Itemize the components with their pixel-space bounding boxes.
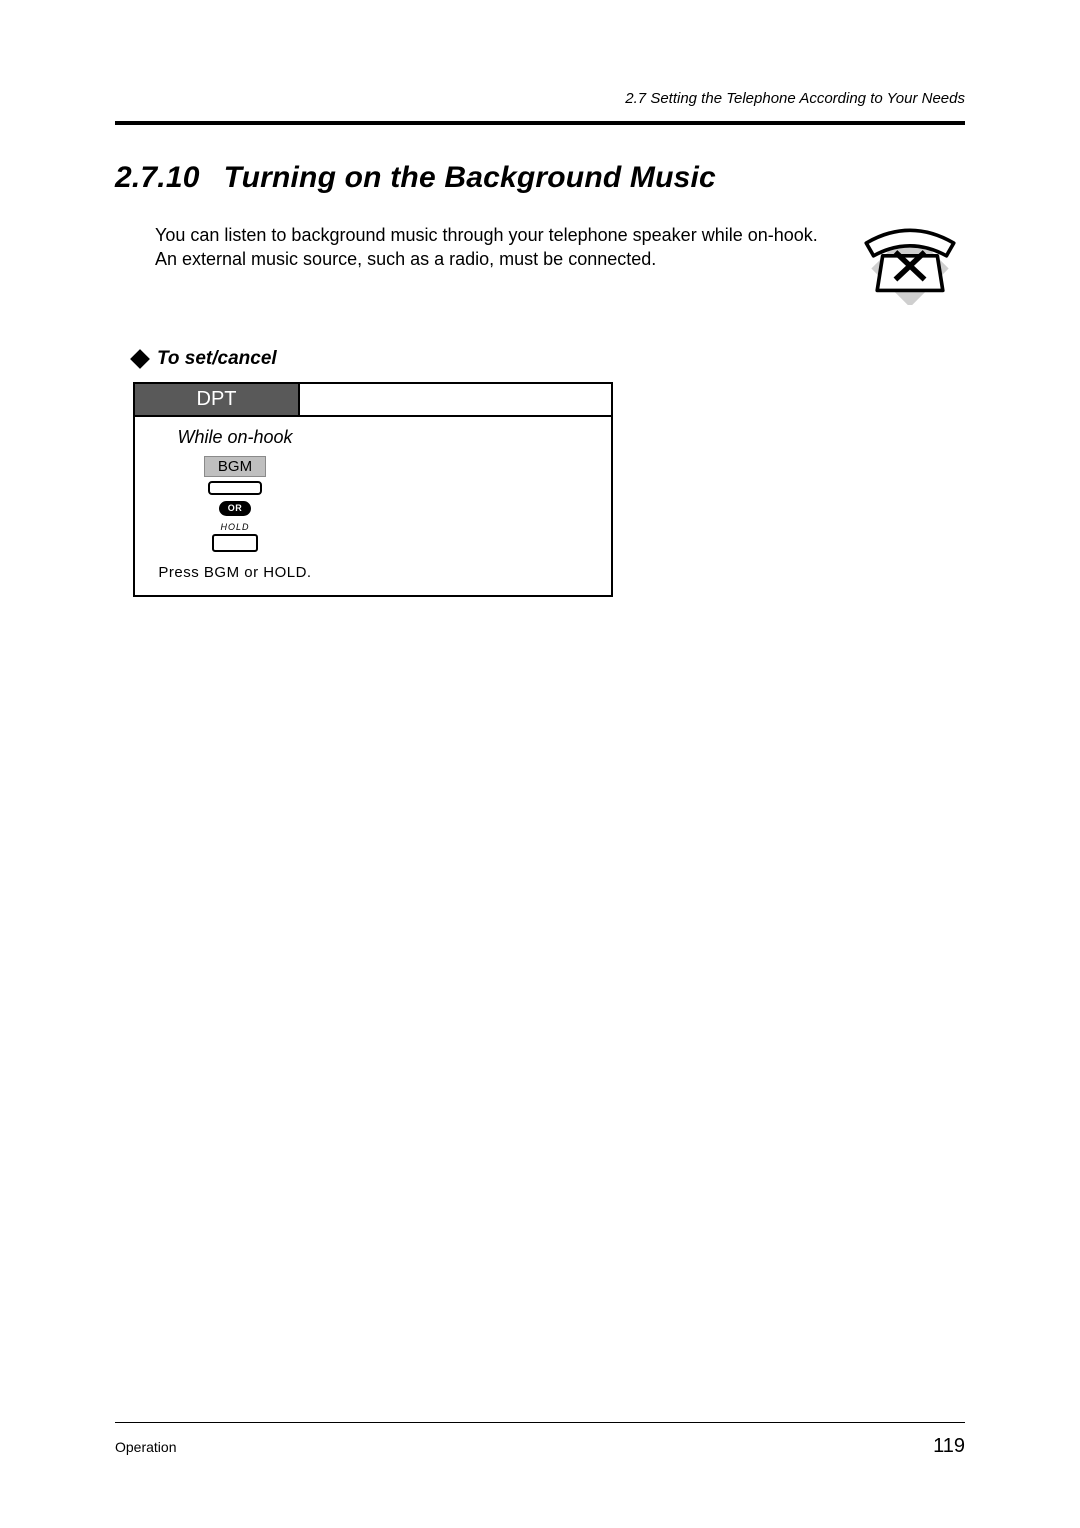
footer-section-label: Operation	[115, 1439, 176, 1455]
tab-spacer	[300, 384, 611, 417]
hold-key-label: HOLD	[151, 522, 319, 532]
diamond-bullet-icon	[130, 349, 150, 369]
section-title: Turning on the Background Music	[224, 161, 716, 194]
intro-row: You can listen to background music throu…	[115, 223, 965, 310]
phone-type-tab: DPT	[135, 384, 300, 417]
condition-label: While on-hook	[151, 427, 319, 448]
running-header: 2.7 Setting the Telephone According to Y…	[115, 90, 965, 121]
procedure-body: While on-hook BGM OR HOLD Press BGM or H…	[135, 417, 335, 595]
bgm-key-label: BGM	[204, 456, 266, 477]
intro-text: You can listen to background music throu…	[155, 223, 827, 272]
section-number: 2.7.10	[115, 161, 200, 194]
manual-page: 2.7 Setting the Telephone According to Y…	[0, 0, 1080, 1528]
page-number: 119	[933, 1435, 965, 1458]
telephone-cancel-icon	[855, 223, 965, 310]
section-heading: 2.7.10 Turning on the Background Music	[115, 161, 965, 195]
tab-row: DPT	[135, 384, 611, 417]
subheading-label: To set/cancel	[157, 348, 277, 370]
procedure-subheading: To set/cancel	[115, 348, 965, 370]
hold-key-icon	[212, 534, 258, 552]
procedure-box: DPT While on-hook BGM OR HOLD Press BGM …	[133, 382, 613, 597]
or-pill: OR	[219, 501, 251, 516]
header-rule	[115, 121, 965, 125]
page-footer: Operation 119	[115, 1422, 965, 1458]
footer-rule	[115, 1422, 965, 1423]
bgm-key-icon	[208, 481, 262, 495]
instruction-text: Press BGM or HOLD.	[151, 564, 319, 581]
